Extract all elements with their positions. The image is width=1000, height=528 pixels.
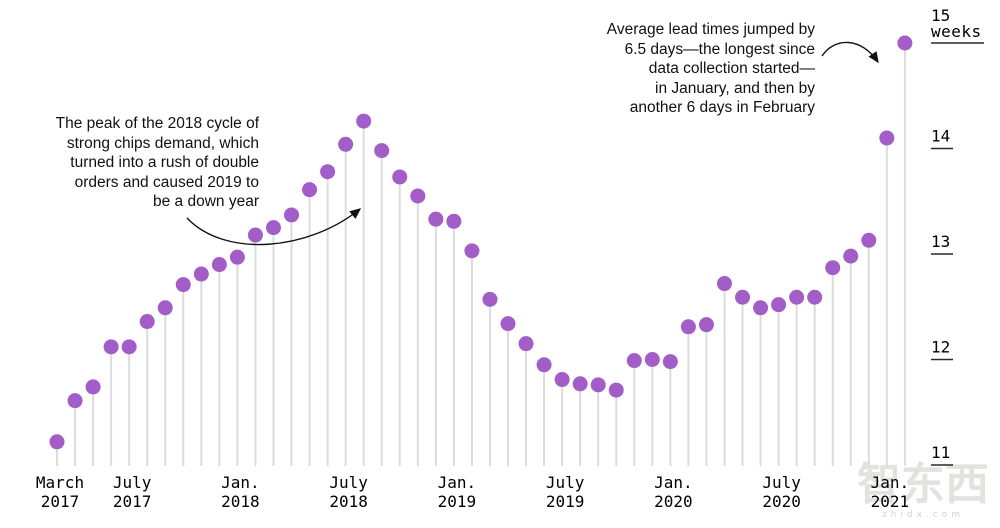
data-point [807,289,823,305]
y-tick-label: 12 [931,338,950,357]
watermark-url-text: zhidx.com [881,510,965,520]
x-tick-year-label: 2017 [113,492,152,511]
data-point [608,382,624,398]
data-point [536,357,552,373]
data-point [175,277,191,293]
data-point [428,211,444,227]
y-tick-label: 14 [931,127,950,146]
x-tick-month-label: July [113,473,152,492]
data-point [554,372,570,388]
data-point [284,207,300,223]
watermark-zhidx: 智东西 zhidx.com [848,459,998,521]
annotation-arrow [186,208,362,246]
x-tick-month-label: Jan. [221,473,260,492]
data-point [265,220,281,236]
x-tick-month-label: March [36,473,84,492]
x-tick-month-label: July [546,473,585,492]
data-point [446,213,462,229]
y-tick-label: 11 [931,443,950,462]
x-tick-year-label: 2018 [329,492,368,511]
data-point [247,227,263,243]
data-point [229,249,245,265]
data-point [771,297,787,313]
x-tick-month-label: Jan. [654,473,693,492]
data-point [825,260,841,276]
data-point [897,35,913,51]
data-point [482,291,498,307]
data-point [320,164,336,180]
x-tick-month-label: Jan. [871,473,910,492]
data-point [121,339,137,355]
x-tick-year-label: 2021 [871,492,910,511]
x-tick-year-label: 2018 [221,492,260,511]
data-point [356,113,372,129]
x-tick-year-label: 2019 [546,492,585,511]
data-point [843,248,859,264]
data-point [392,169,408,185]
data-point [680,319,696,335]
x-tick-year-label: 2019 [438,492,477,511]
data-point [698,317,714,333]
data-point [879,130,895,146]
annotation-2018-peak: The peak of the 2018 cycle of strong chi… [55,115,259,210]
data-point [410,188,426,204]
data-point [302,182,318,198]
data-point [716,276,732,292]
data-point [139,314,155,330]
data-point [374,143,390,159]
data-point [662,354,678,370]
x-tick-year-label: 2020 [762,492,801,511]
data-point [49,434,65,450]
data-point [590,377,606,393]
data-point [103,339,119,355]
x-tick-year-label: 2017 [41,492,80,511]
data-point [572,376,588,392]
data-point [193,266,209,282]
y-tick-label: 15 [931,6,950,25]
data-point [644,352,660,367]
data-point [338,136,354,152]
annotation-2021-jump: Average lead times jumped by 6.5 days—th… [606,21,815,116]
x-tick-year-label: 2020 [654,492,693,511]
data-point [861,232,877,248]
y-axis-unit-label: weeks [931,22,982,41]
y-tick-label: 13 [931,232,950,251]
x-tick-month-label: July [329,473,368,492]
watermark-logo-text: 智东西 [857,459,989,510]
annotation-arrow [821,41,879,64]
data-point [157,300,173,316]
data-point [464,243,480,259]
data-point [85,379,101,395]
data-point [500,316,516,332]
x-tick-month-label: Jan. [438,473,477,492]
data-point [518,336,534,352]
data-point [735,289,751,305]
data-point [626,353,642,369]
data-point [67,393,83,409]
data-point [789,289,805,305]
data-point [211,257,227,273]
x-tick-month-label: July [762,473,801,492]
data-point [753,300,769,316]
